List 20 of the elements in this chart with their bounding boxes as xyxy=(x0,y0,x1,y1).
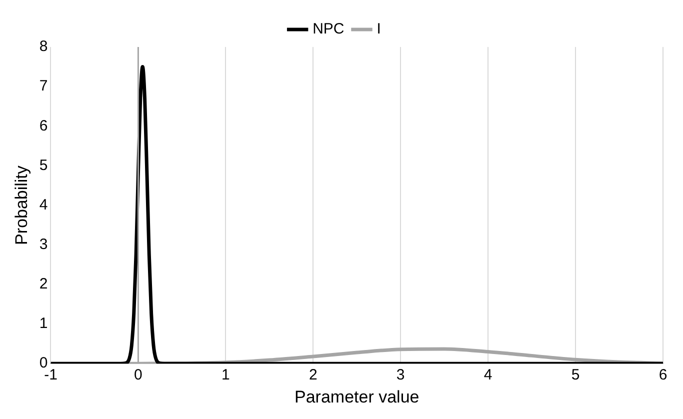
x-tick-label: 4 xyxy=(484,366,492,384)
legend-label: I xyxy=(376,20,381,38)
x-tick-label: 1 xyxy=(222,366,230,384)
y-tick-label: 3 xyxy=(39,236,48,254)
y-tick-label: 5 xyxy=(39,156,48,174)
x-tick-label: 6 xyxy=(658,366,668,384)
x-tick-label: 0 xyxy=(134,366,142,384)
y-tick-label: 8 xyxy=(39,38,48,56)
y-tick-label: 4 xyxy=(39,196,48,214)
line-series xyxy=(50,65,663,364)
y-tick-label: 7 xyxy=(39,78,48,95)
legend-label: NPC xyxy=(312,20,344,38)
y-tick-label: 6 xyxy=(39,117,48,134)
x-tick-label: 2 xyxy=(308,366,318,384)
y-axis-title: Probability xyxy=(12,165,31,245)
x-tick-label: 5 xyxy=(571,366,580,384)
y-tick-label: 1 xyxy=(39,315,48,332)
y-tick-label: 2 xyxy=(39,276,48,293)
x-axis-title: Parameter value xyxy=(294,387,420,406)
x-tick-label: 3 xyxy=(396,366,405,384)
